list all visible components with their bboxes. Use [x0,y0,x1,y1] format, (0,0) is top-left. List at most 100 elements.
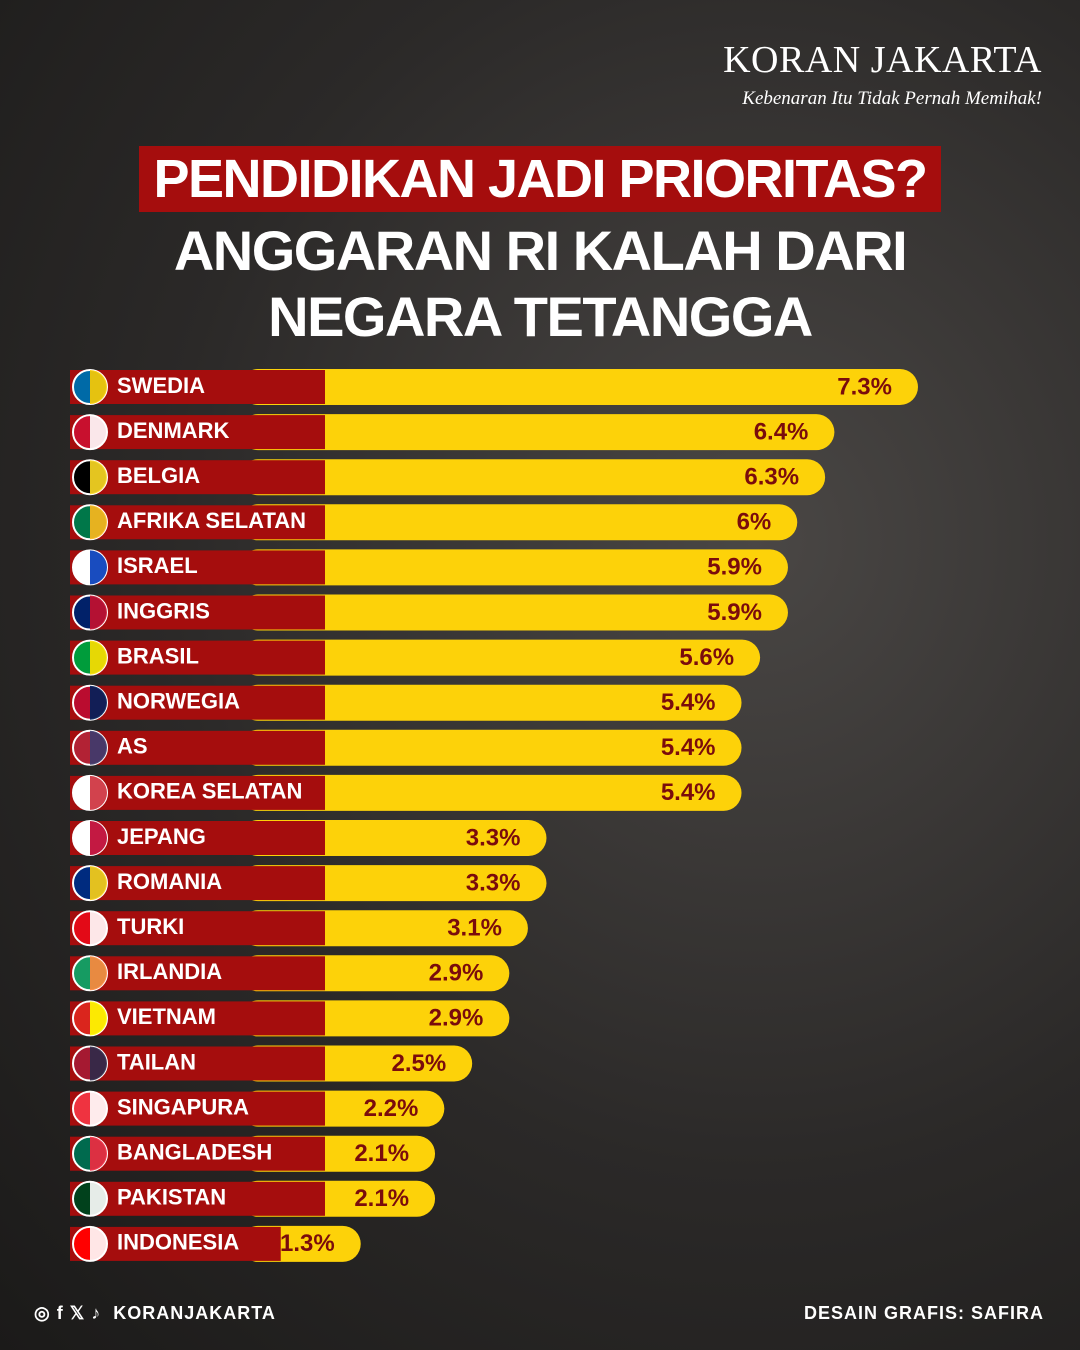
category-label: BRASIL [117,643,199,668]
social-handle: KORANJAKARTA [113,1303,276,1323]
label-band [70,640,325,675]
brand-tagline: Kebenaran Itu Tidak Pernah Memihak! [742,88,1042,109]
category-label: INDONESIA [117,1230,239,1255]
value-label: 5.4% [661,689,716,716]
label-band [70,1136,325,1171]
category-label: BANGLADESH [117,1140,272,1165]
value-label: 2.2% [364,1095,419,1122]
value-label: 3.3% [466,869,521,896]
label-band [70,866,325,901]
value-label: 5.4% [661,779,716,806]
value-label: 6% [737,509,772,536]
value-label: 2.9% [429,960,484,987]
label-band [70,1091,325,1126]
value-label: 2.1% [354,1140,409,1167]
bar [240,639,761,676]
value-label: 2.1% [354,1185,409,1212]
label-band [70,595,325,630]
brand-name: KORAN JAKARTA [723,39,1042,81]
category-label: SWEDIA [117,373,205,398]
flag-detail [90,640,107,675]
label-band [70,730,325,765]
flag-detail [90,595,107,630]
bar [240,504,798,541]
label-band [70,460,325,495]
value-label: 2.5% [391,1050,446,1077]
category-label: ISRAEL [117,553,198,578]
credit: DESAIN GRAFIS: SAFIRA [803,1303,1044,1323]
label-band [70,1001,325,1036]
label-band [70,685,325,720]
flag-detail [90,1226,107,1261]
category-label: KOREA SELATAN [117,779,302,804]
flag-detail [90,775,107,810]
bar [240,459,826,496]
label-band [70,505,325,540]
value-label: 5.9% [707,599,762,626]
bar [240,414,835,451]
flag-detail [90,821,107,855]
flag-detail [90,505,107,540]
flag-detail [90,730,107,765]
flag-detail [90,460,107,495]
label-band [70,550,325,585]
flag-detail [90,685,107,720]
chart-title: PENDIDIKAN JADI PRIORITAS? [139,146,941,212]
category-label: AS [117,734,148,759]
bar [240,549,788,586]
flag-detail [90,415,107,450]
flag-detail [90,956,107,991]
bar [240,729,742,766]
flag-detail [90,1181,107,1216]
category-label: SINGAPURA [117,1094,249,1119]
category-label: TURKI [117,914,184,939]
category-label: IRLANDIA [117,959,222,984]
label-band [70,821,325,855]
value-label: 5.4% [661,734,716,761]
flag-detail [90,866,107,901]
category-label: ROMANIA [117,869,222,894]
flag-detail [90,370,107,404]
value-label: 3.3% [466,824,521,851]
category-label: INGGRIS [117,598,210,623]
value-label: 2.9% [429,1005,484,1032]
category-label: TAILAN [117,1049,196,1074]
label-band [70,370,325,404]
bar [240,594,788,631]
category-label: VIETNAM [117,1004,216,1029]
category-label: NORWEGIA [117,689,240,714]
value-label: 3.1% [447,915,502,942]
flag-detail [90,1001,107,1036]
label-band [70,1046,325,1081]
category-label: AFRIKA SELATAN [117,508,306,533]
value-label: 5.6% [679,644,734,671]
label-band [70,911,325,946]
bar [240,774,742,811]
flag-detail [90,1091,107,1126]
flag-detail [90,1046,107,1081]
category-label: JEPANG [117,824,206,849]
value-label: 6.3% [744,464,799,491]
category-label: BELGIA [117,463,200,488]
brand: KORAN JAKARTA Kebenaran Itu Tidak Pernah… [723,38,1042,110]
value-label: 6.4% [754,418,809,445]
flag-detail [90,550,107,585]
label-band [70,1181,325,1216]
label-band [70,415,325,450]
flag-detail [90,911,107,946]
bar [240,684,742,721]
value-label: 7.3% [837,373,892,400]
social: ◎ f 𝕏 ♪ KORANJAKARTA [34,1303,276,1323]
flag-detail [90,1136,107,1171]
label-band [70,775,325,810]
title-block: PENDIDIKAN JADI PRIORITAS? ANGGARAN RI K… [0,146,1080,350]
label-band [70,956,325,991]
category-label: PAKISTAN [117,1185,226,1210]
value-label: 1.3% [280,1230,335,1257]
bar [240,369,918,405]
category-label: DENMARK [117,418,230,443]
chart-subtitle: ANGGARAN RI KALAH DARI NEGARA TETANGGA [173,219,908,348]
value-label: 5.9% [707,554,762,581]
